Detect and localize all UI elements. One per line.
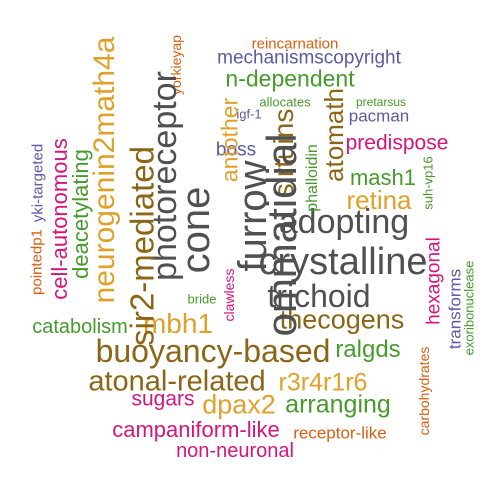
word-pretarsus: pretarsus	[355, 95, 407, 109]
word-catabolism: catabolism	[32, 316, 128, 338]
word-pacman: pacman	[348, 106, 410, 126]
word-deacetylating: deacetylating	[68, 149, 93, 279]
word-bride: bride	[187, 291, 217, 307]
word-receptor-like: receptor-like	[293, 423, 387, 443]
word-non-neuronal: non-neuronal	[176, 440, 294, 462]
word-campaniform-like: campaniform-like	[112, 417, 280, 442]
word-pointedp1: pointedp1	[28, 229, 46, 295]
word-clawless: clawless	[221, 268, 237, 322]
word-cell-autonomous: cell-autonomous	[47, 138, 72, 300]
word-mechanismscopyright: mechanismscopyright	[217, 47, 401, 69]
word-mbh1: mbh1	[142, 308, 214, 339]
word-atomath: atomath	[319, 88, 349, 182]
word-ralgds: ralgds	[335, 336, 401, 363]
word-atonal-related: atonal-related	[88, 365, 266, 398]
word-ommatidial: ommatidial	[258, 133, 305, 337]
word-sugars: sugars	[131, 387, 195, 411]
word-crystalline: crystalline	[258, 241, 428, 283]
word-phalloidin: phalloidin	[304, 144, 321, 212]
word-allocates: allocates	[259, 94, 311, 110]
word-hexagonal: hexagonal	[423, 237, 445, 325]
word-mash1: mash1	[349, 165, 417, 190]
word-trichoid: trichoid	[267, 278, 371, 314]
word-sir2-mediated: sir2-mediated	[123, 146, 161, 346]
word-buoyancy-based: buoyancy-based	[95, 333, 331, 369]
word-igf-1: igf-1	[236, 106, 262, 122]
word-predispose: predispose	[345, 131, 449, 155]
word-r3r4r1r6: r3r4r1r6	[278, 368, 368, 397]
word-reincarnation: reincarnation	[251, 35, 339, 53]
word-suh-vp16: suh-vp16	[420, 156, 436, 210]
word-neurogenin2math4a: neurogenin2math4a	[88, 36, 121, 304]
word-adopting: adopting	[278, 203, 410, 241]
word-carbohydrates: carbohydrates	[416, 346, 432, 436]
word-dpax2: dpax2	[202, 389, 276, 420]
word-yki-targeted: yki-targeted	[29, 143, 47, 223]
word-exoribonuclease: exoribonuclease	[461, 260, 477, 356]
word-boss: boss	[215, 139, 257, 161]
word-arranging: arranging	[285, 390, 391, 419]
word-n-dependent: n-dependent	[225, 65, 355, 92]
word-retina: retina	[346, 185, 412, 215]
word-thecogens: thecogens	[279, 304, 405, 335]
